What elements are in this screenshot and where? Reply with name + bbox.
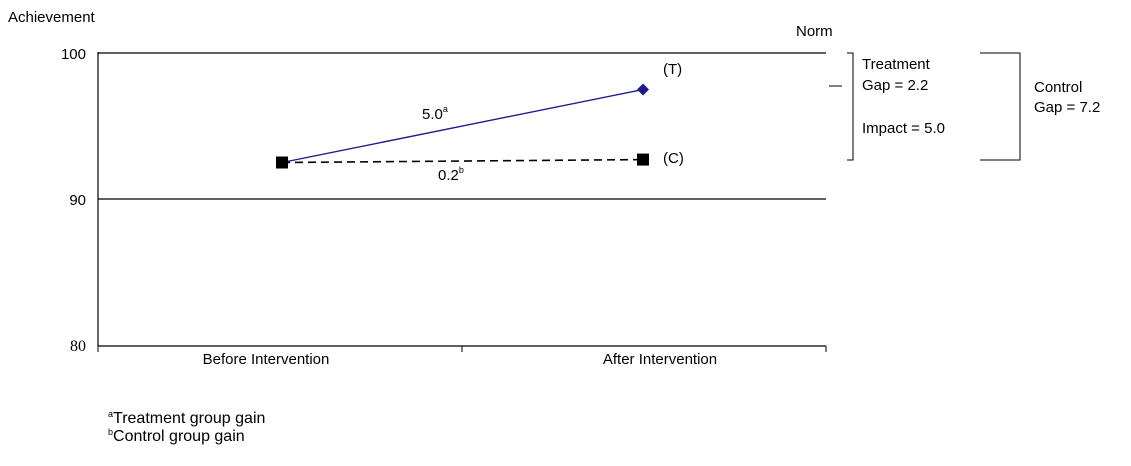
treatment-gap-label: Treatment bbox=[862, 56, 931, 73]
y-tick-labels: 100 90 80 bbox=[61, 46, 86, 355]
series-line-1 bbox=[281, 158, 644, 164]
impact-label: Impact = 5.0 bbox=[862, 120, 945, 137]
treatment-gap-bracket bbox=[847, 52, 854, 161]
data-point-square bbox=[637, 153, 649, 166]
control-gain-annotation: 0.2b bbox=[438, 165, 464, 184]
control-gap-label: Control bbox=[1034, 79, 1082, 96]
x-tick-label: Before Intervention bbox=[203, 351, 330, 368]
series-label-treatment: (T) bbox=[663, 61, 682, 78]
data-point-square bbox=[276, 156, 288, 169]
series-label-control: (C) bbox=[663, 150, 684, 167]
y-axis-label: Achievement bbox=[8, 9, 96, 26]
control-gap-value: Gap = 7.2 bbox=[1034, 99, 1100, 116]
y-tick-label: 90 bbox=[69, 192, 86, 209]
x-tick-labels: Before Intervention After Intervention bbox=[203, 351, 717, 368]
x-tick-label: After Intervention bbox=[603, 351, 717, 368]
y-tick-label: 80 bbox=[70, 338, 86, 355]
series-group bbox=[276, 83, 649, 169]
gridlines bbox=[98, 52, 826, 200]
y-tick-label: 100 bbox=[61, 46, 86, 63]
footnote-b: bControl group gain bbox=[108, 427, 245, 446]
treatment-gain-annotation: 5.0a bbox=[422, 104, 448, 123]
data-point-diamond bbox=[637, 83, 649, 96]
control-gap-bracket bbox=[980, 52, 1021, 161]
treatment-gap-value: Gap = 2.2 bbox=[862, 77, 928, 94]
footnote-a: aTreatment group gain bbox=[108, 409, 266, 428]
norm-label: Norm bbox=[796, 23, 833, 40]
series-line-0 bbox=[281, 88, 644, 164]
